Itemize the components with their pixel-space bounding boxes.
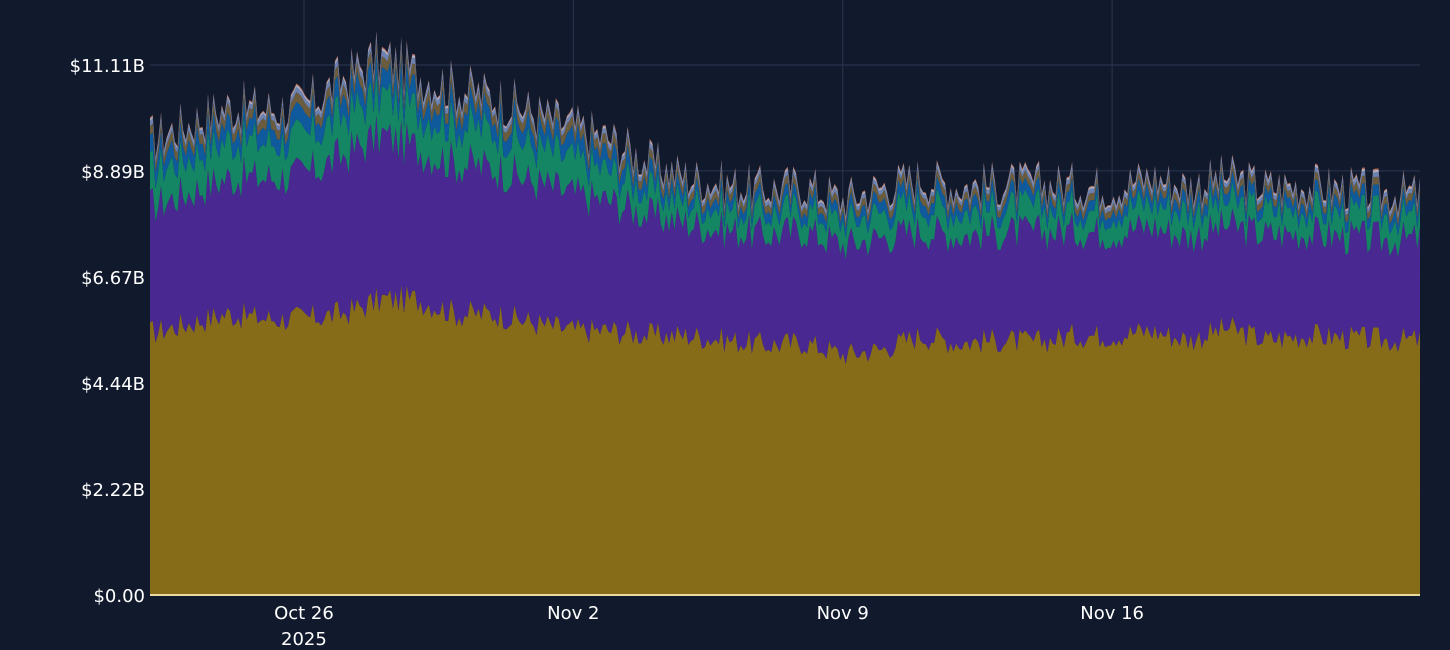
y-tick-label: $2.22B [81, 480, 145, 501]
y-tick-label: $0.00 [93, 586, 145, 607]
area-series-2 [150, 114, 1420, 364]
x-tick-label: Nov 2 [547, 603, 599, 624]
y-tick-label: $11.11B [70, 56, 145, 77]
x-tick-sublabel: 2025 [281, 629, 327, 650]
y-tick-label: $8.89B [81, 162, 145, 183]
area-series-group [150, 30, 1420, 596]
y-tick-label: $6.67B [81, 268, 145, 289]
x-tick-label: Oct 26 [274, 603, 334, 624]
x-tick-label: Nov 9 [817, 603, 869, 624]
y-tick-label: $4.44B [81, 374, 145, 395]
area-series-3 [150, 71, 1420, 260]
axis-labels: $0.00 $2.22B $4.44B $6.67B $8.89B $11.11B Oct … [70, 56, 1144, 650]
x-tick-label: Nov 16 [1080, 603, 1144, 624]
area-series-1 [150, 284, 1420, 595]
